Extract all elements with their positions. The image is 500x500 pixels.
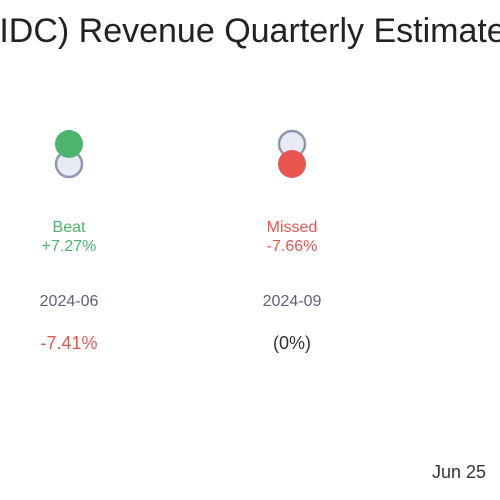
status-percent: -7.66% [267, 238, 318, 255]
surprise-value: -7.41% [40, 333, 97, 353]
actual-marker [55, 130, 83, 158]
footer-date: Jun 25 [432, 462, 487, 482]
status-percent: +7.27% [42, 238, 97, 255]
period-label: 2024-09 [263, 293, 322, 310]
actual-marker [278, 150, 306, 178]
status-label: Missed [267, 219, 318, 236]
surprise-value: (0%) [273, 333, 311, 353]
period-label: 2024-06 [40, 293, 99, 310]
status-label: Beat [53, 219, 86, 236]
chart-title: (IDC) Revenue Quarterly Estimate [0, 12, 500, 50]
